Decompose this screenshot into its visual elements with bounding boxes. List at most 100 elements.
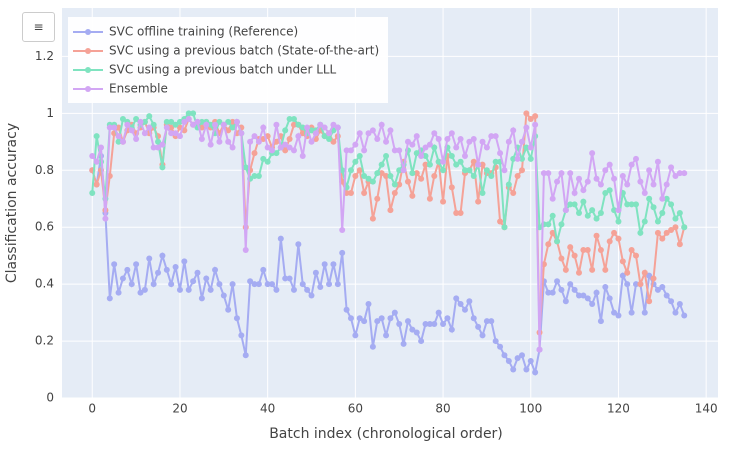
point	[352, 158, 359, 165]
point	[510, 155, 517, 162]
point	[400, 340, 407, 347]
point	[225, 138, 232, 145]
point	[413, 133, 420, 140]
y-tick-label: 0.2	[35, 334, 54, 348]
point	[299, 281, 306, 288]
point	[466, 298, 473, 305]
point	[457, 209, 464, 216]
point	[343, 147, 350, 154]
y-tick-label: 0.4	[35, 277, 54, 291]
point	[676, 170, 683, 177]
point	[558, 170, 565, 177]
point	[146, 113, 153, 120]
y-tick-label: 1.2	[35, 49, 54, 63]
point	[383, 172, 390, 179]
point	[518, 138, 525, 145]
point	[295, 241, 302, 248]
point	[540, 170, 547, 177]
point	[387, 172, 394, 179]
point	[536, 346, 543, 353]
point	[558, 255, 565, 262]
point	[606, 295, 613, 302]
point	[269, 147, 276, 154]
point	[518, 167, 525, 174]
point	[505, 138, 512, 145]
point	[514, 155, 521, 162]
point	[308, 292, 315, 299]
point	[580, 292, 587, 299]
point	[361, 147, 368, 154]
point	[347, 167, 354, 174]
point	[681, 312, 688, 319]
point	[168, 281, 175, 288]
point	[383, 138, 390, 145]
point	[475, 198, 482, 205]
point	[251, 133, 258, 140]
point	[672, 215, 679, 222]
point	[334, 124, 341, 131]
point	[413, 329, 420, 336]
point	[637, 281, 644, 288]
point	[404, 138, 411, 145]
legend-label: SVC using a previous batch (State-of-the…	[109, 44, 379, 58]
point	[562, 298, 569, 305]
point	[668, 164, 675, 171]
point	[203, 121, 210, 128]
menu-button[interactable]: ≡	[22, 12, 55, 42]
point	[584, 295, 591, 302]
point	[229, 281, 236, 288]
point	[247, 278, 254, 285]
point	[225, 118, 232, 125]
y-tick-label: 0	[46, 391, 54, 405]
point	[273, 138, 280, 145]
point	[501, 352, 508, 359]
point	[383, 153, 390, 160]
point	[369, 127, 376, 134]
point	[426, 161, 433, 168]
point	[141, 286, 148, 293]
point	[391, 190, 398, 197]
point	[575, 175, 582, 182]
point	[646, 272, 653, 279]
point	[150, 144, 157, 151]
point	[567, 201, 574, 208]
point	[115, 138, 122, 145]
point	[212, 266, 219, 273]
point	[339, 249, 346, 256]
y-axis-title: Classification accuracy	[4, 123, 20, 283]
point	[190, 278, 197, 285]
point	[602, 190, 609, 197]
point	[308, 138, 315, 145]
point	[470, 315, 477, 322]
point	[435, 158, 442, 165]
point	[361, 318, 368, 325]
point	[575, 292, 582, 299]
y-tick-label: 1	[46, 106, 54, 120]
point	[155, 269, 162, 276]
point	[567, 170, 574, 177]
x-tick-label: 0	[88, 402, 96, 416]
point	[365, 130, 372, 137]
point	[115, 133, 122, 140]
point	[659, 283, 666, 290]
point	[422, 161, 429, 168]
point	[198, 118, 205, 125]
point	[619, 172, 626, 179]
point	[172, 130, 179, 137]
point	[475, 161, 482, 168]
point	[650, 204, 657, 211]
point	[641, 269, 648, 276]
point	[558, 221, 565, 228]
legend-marker	[85, 67, 91, 73]
point	[554, 278, 561, 285]
point	[374, 135, 381, 142]
point	[479, 190, 486, 197]
point	[659, 209, 666, 216]
point	[304, 286, 311, 293]
point	[611, 229, 618, 236]
point	[119, 138, 126, 145]
point	[681, 170, 688, 177]
point	[663, 229, 670, 236]
point	[518, 155, 525, 162]
point	[549, 212, 556, 219]
